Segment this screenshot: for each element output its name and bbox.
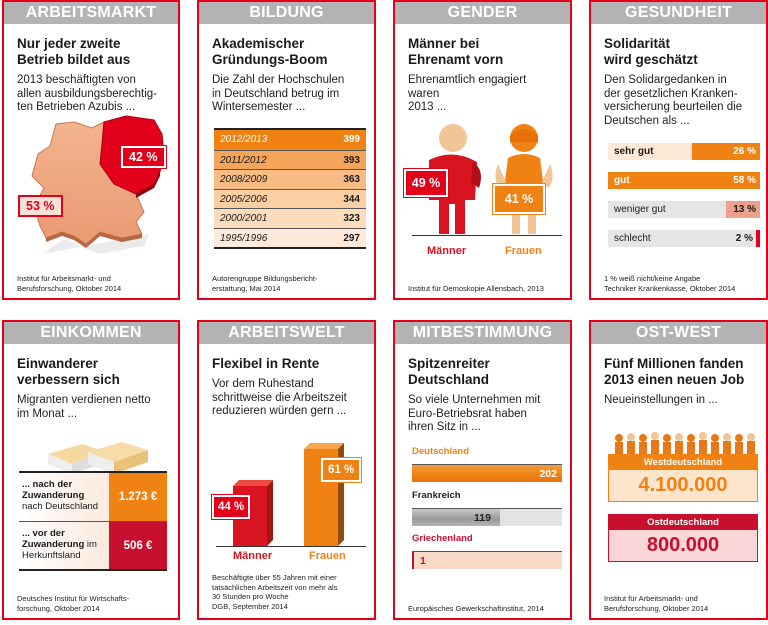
east-germany-label: Ostdeutschland xyxy=(609,515,757,530)
headline: Akademischer Gründungs-Boom xyxy=(212,36,328,67)
headline: Spitzenreiter Deutschland xyxy=(408,356,490,387)
headline: Nur jeder zweite Betrieb bildet aus xyxy=(17,36,131,67)
lead-text: Den Solidargedanken in der gesetzlichen … xyxy=(604,74,743,127)
women-percentage-label: 61 % xyxy=(319,457,363,483)
source-note: Beschäftigte über 55 Jahren mit einer ta… xyxy=(212,573,338,611)
income-table: ... nach der Zuwanderung nach Deutschlan… xyxy=(19,471,167,571)
headline: Flexibel in Rente xyxy=(212,356,320,371)
women-percentage-label: 41 % xyxy=(492,183,546,215)
women-label: Frauen xyxy=(505,245,542,257)
west-germany-value: 4.100.000 xyxy=(609,470,757,501)
source-note: Institut für Arbeitsmarkt- und Berufsfor… xyxy=(604,594,709,613)
category-header: GENDER xyxy=(395,2,570,24)
table-row: ... vor der Zuwanderung im Herkunftsland… xyxy=(19,521,167,569)
lead-text: Migranten verdienen netto im Monat ... xyxy=(17,394,151,420)
headline: Einwanderer verbessern sich xyxy=(17,356,120,387)
category-header: ARBEITSMARKT xyxy=(4,2,178,24)
category-header: BILDUNG xyxy=(199,2,374,24)
source-note: Institut für Demoskopie Allensbach, 2013 xyxy=(408,284,544,293)
table-row: 2011/2012 393 xyxy=(214,149,366,169)
lead-text: Die Zahl der Hochschulen in Deutschland … xyxy=(212,74,345,113)
card-ost-west: OST-WEST Fünf Millionen fanden 2013 eine… xyxy=(589,320,768,620)
headline: Solidarität wird geschätzt xyxy=(604,36,698,67)
card-mitbestimmung: MITBESTIMMUNG Spitzenreiter Deutschland … xyxy=(393,320,572,620)
rating-bar-weniger-gut: weniger gut 13 % xyxy=(608,201,760,218)
table-row: 2008/2009 363 xyxy=(214,169,366,189)
female-figure-icon xyxy=(495,124,553,234)
source-note: 1 % weiß nicht/keine Angabe Techniker Kr… xyxy=(604,274,736,293)
headline: Fünf Millionen fanden 2013 einen neuen J… xyxy=(604,356,745,387)
source-note: Institut für Arbeitsmarkt- und Berufsfor… xyxy=(17,274,122,293)
men-label: Männer xyxy=(427,245,467,257)
country-label-frankreich: Frankreich xyxy=(412,490,461,501)
country-bar-griechenland: 1 xyxy=(412,551,562,569)
source-note: Autorengruppe Bildungsbericht- erstattun… xyxy=(212,274,318,293)
lead-text: 2013 beschäftigten von allen ausbildungs… xyxy=(17,74,158,113)
country-bar-frankreich: 119 xyxy=(412,508,562,526)
lead-text: Vor dem Ruhestand schrittweise die Arbei… xyxy=(212,378,347,417)
source-note: Deutsches Institut für Wirtschafts- fors… xyxy=(17,594,130,613)
category-header: MITBESTIMMUNG xyxy=(395,322,570,344)
lead-text: Neueinstellungen in ... xyxy=(604,394,718,406)
east-germany-value: 800.000 xyxy=(609,530,757,561)
west-percentage-label: 53 % xyxy=(18,195,63,217)
east-germany-box: Ostdeutschland 800.000 xyxy=(608,514,758,562)
source-note: Europäisches Gewerkschaftinstitut, 2014 xyxy=(408,604,544,613)
table-row: ... nach der Zuwanderung nach Deutschlan… xyxy=(19,473,167,521)
card-gesundheit: GESUNDHEIT Solidarität wird geschätzt De… xyxy=(589,0,768,300)
baseline xyxy=(412,235,562,236)
universities-table: 2012/2013 399 2011/2012 393 2008/2009 363 2… xyxy=(214,128,366,249)
lead-text: Ehrenamtlich engagiert waren 2013 ... xyxy=(408,74,527,113)
card-gender: GENDER Männer bei Ehrenamt vorn Ehrenamt… xyxy=(393,0,572,300)
income-before-value: 506 € xyxy=(109,522,167,569)
germany-map-icon xyxy=(4,114,178,264)
country-label-deutschland: Deutschland xyxy=(412,446,470,457)
category-header: ARBEITSWELT xyxy=(199,322,374,344)
lead-text: So viele Unternehmen mit Euro-Betriebsra… xyxy=(408,394,541,433)
card-einkommen: EINKOMMEN Einwanderer verbessern sich Mi… xyxy=(2,320,180,620)
category-header: GESUNDHEIT xyxy=(591,2,766,24)
men-percentage-label: 49 % xyxy=(403,168,449,198)
table-row: 2000/2001 323 xyxy=(214,208,366,228)
category-header: EINKOMMEN xyxy=(4,322,178,344)
table-row: 1995/1996 297 xyxy=(214,227,366,247)
west-germany-box: Westdeutschland 4.100.000 xyxy=(608,454,758,502)
country-bar-deutschland: 202 xyxy=(412,464,562,482)
west-germany-label: Westdeutschland xyxy=(609,455,757,470)
money-stack-icon xyxy=(48,442,148,474)
baseline xyxy=(216,546,366,547)
category-header: OST-WEST xyxy=(591,322,766,344)
card-arbeitsmarkt: ARBEITSMARKT Nur jeder zweite Betrieb bi… xyxy=(2,0,180,300)
crowd-figures-icon xyxy=(615,432,755,454)
rating-bar-gut: gut 58 % xyxy=(608,172,760,189)
east-percentage-label: 42 % xyxy=(120,145,167,169)
rating-bar-schlecht: schlecht 2 % xyxy=(608,230,760,247)
men-percentage-label: 44 % xyxy=(210,494,252,520)
income-after-value: 1.273 € xyxy=(109,473,167,521)
card-bildung: BILDUNG Akademischer Gründungs-Boom Die … xyxy=(197,0,376,300)
table-row: 2012/2013 399 xyxy=(214,130,366,150)
rating-bar-sehr-gut: sehr gut 26 % xyxy=(608,143,760,160)
table-row: 2005/2006 344 xyxy=(214,188,366,208)
card-arbeitswelt: ARBEITSWELT Flexibel in Rente Vor dem Ru… xyxy=(197,320,376,620)
headline: Männer bei Ehrenamt vorn xyxy=(408,36,504,67)
women-label: Frauen xyxy=(309,550,346,562)
country-label-griechenland: Griechenland xyxy=(412,533,473,544)
men-label: Männer xyxy=(233,550,273,562)
